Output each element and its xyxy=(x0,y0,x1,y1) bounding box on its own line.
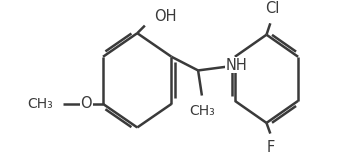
Text: CH₃: CH₃ xyxy=(27,97,53,111)
Text: Cl: Cl xyxy=(265,1,280,17)
Text: OH: OH xyxy=(154,9,177,24)
Text: NH: NH xyxy=(225,58,247,73)
Text: O: O xyxy=(80,96,92,111)
Text: F: F xyxy=(267,140,275,155)
Text: CH₃: CH₃ xyxy=(189,104,215,118)
